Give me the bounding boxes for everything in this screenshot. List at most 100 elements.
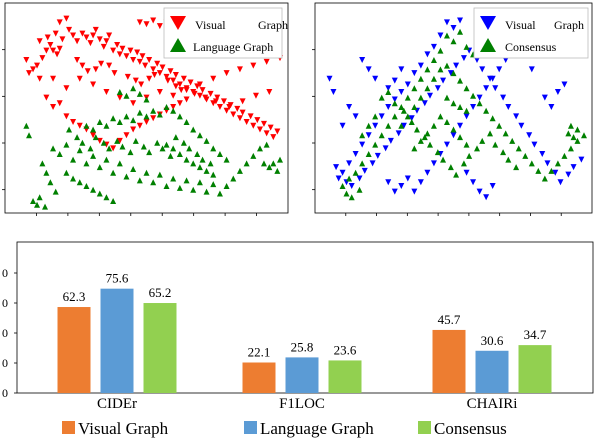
scatter-point-language-graph — [136, 90, 143, 97]
scatter-point-visual-graph — [90, 132, 97, 139]
scatter-point-visual-graph — [216, 104, 223, 110]
scatter-point-visual-graph — [339, 169, 346, 176]
scatter-point-language-graph — [83, 160, 90, 167]
scatter-point-visual-graph — [79, 62, 86, 69]
scatter-point-language-graph — [203, 188, 210, 195]
legend-label-consensus: Consensus — [505, 40, 557, 54]
scatter-point-consensus — [561, 152, 568, 159]
scatter-point-language-graph — [260, 160, 267, 167]
scatter-point-language-graph — [76, 147, 83, 154]
bar-language-graph-cider — [100, 288, 134, 393]
scatter-point-language-graph — [130, 117, 137, 124]
legend-right: Visual Graph Consensus — [473, 7, 589, 59]
scatter-point-consensus — [489, 115, 496, 122]
scatter-point-language-graph — [96, 119, 103, 126]
scatter-point-visual-graph — [434, 85, 441, 92]
scatter-point-visual-graph — [123, 53, 130, 60]
scatter-point-language-graph — [42, 203, 49, 210]
scatter-point-consensus — [548, 167, 555, 174]
scatter-point-visual-graph — [183, 87, 190, 94]
scatter-point-visual-graph — [114, 41, 121, 48]
scatter-point-visual-graph — [196, 81, 203, 88]
scatter-point-visual-graph — [348, 182, 355, 189]
scatter-point-visual-graph — [47, 41, 54, 48]
scatter-point-consensus — [479, 137, 486, 144]
scatter-point-visual-graph — [226, 104, 233, 110]
scatter-point-language-graph — [210, 181, 217, 188]
scatter-point-consensus — [411, 145, 418, 152]
scatter-point-consensus — [463, 43, 470, 50]
scatter-point-consensus — [463, 107, 470, 114]
scatter-point-visual-graph — [404, 81, 411, 88]
scatter-point-visual-graph — [333, 164, 340, 171]
scatter-point-consensus — [513, 164, 520, 171]
scatter-point-visual-graph — [400, 122, 407, 129]
scatter-point-consensus — [343, 190, 350, 197]
category-label-cider: CIDEr — [97, 396, 137, 412]
scatter-point-language-graph — [172, 134, 179, 141]
scatter-point-language-graph — [63, 169, 70, 176]
scatter-point-consensus — [463, 141, 470, 148]
scatter-point-consensus — [430, 57, 437, 63]
scatter-point-visual-graph — [172, 83, 179, 90]
scatter-point-visual-graph — [170, 77, 177, 84]
scatter-point-language-graph — [236, 167, 243, 174]
scatter-point-visual-graph — [23, 57, 30, 63]
scatter-point-visual-graph — [250, 62, 257, 69]
scatter-point-language-graph — [119, 143, 126, 150]
scatter-point-visual-graph — [411, 70, 418, 77]
points-left — [23, 15, 283, 210]
scatter-point-consensus — [492, 141, 499, 148]
scatter-point-visual-graph — [210, 75, 217, 82]
scatter-point-consensus — [391, 113, 398, 120]
bar-legend: Visual Graph Language Graph Consensus — [62, 419, 507, 438]
scatter-point-visual-graph — [548, 104, 555, 110]
scatter-point-language-graph — [183, 156, 190, 163]
scatter-point-visual-graph — [404, 175, 411, 182]
scatter-point-language-graph — [176, 184, 183, 191]
scatter-point-visual-graph — [457, 122, 464, 129]
scatter-point-language-graph — [143, 169, 150, 176]
scatter-point-language-graph — [79, 139, 86, 146]
scatter-point-consensus — [567, 122, 574, 129]
scatter-point-visual-graph — [43, 94, 50, 101]
scatter-point-visual-graph — [116, 137, 123, 144]
scatter-point-visual-graph — [267, 124, 274, 131]
scatter-point-language-graph — [90, 186, 97, 193]
legend-label-visual-right: Visual — [505, 18, 536, 32]
scatter-point-language-graph — [243, 160, 250, 167]
scatter-point-visual-graph — [124, 73, 131, 80]
scatter-point-visual-graph — [59, 36, 66, 43]
scatter-point-visual-graph — [369, 160, 376, 167]
scatter-point-consensus — [541, 175, 548, 182]
scatter-point-visual-graph — [437, 32, 444, 39]
scatter-point-language-graph — [176, 151, 183, 157]
scatter-point-language-graph — [180, 139, 187, 146]
scatter-point-language-graph — [230, 175, 237, 182]
scatter-point-consensus — [453, 171, 460, 178]
scatter-point-consensus — [385, 122, 392, 129]
scatter-point-visual-graph — [34, 62, 41, 69]
scatter-point-language-graph — [92, 134, 99, 141]
scatter-point-visual-graph — [387, 137, 394, 144]
scatter-point-visual-graph — [151, 72, 158, 79]
scatter-point-language-graph — [43, 169, 50, 176]
scatter-point-visual-graph — [398, 66, 405, 73]
scatter-point-language-graph — [56, 151, 63, 157]
scatter-panel-right: Visual Graph Consensus — [312, 2, 593, 216]
scatter-point-consensus — [417, 75, 424, 82]
scatter-point-visual-graph — [76, 122, 83, 129]
y-tick-label: 0 — [2, 386, 8, 400]
scatter-point-visual-graph — [220, 98, 227, 105]
category-label-chairi: CHAIRi — [467, 396, 518, 412]
scatter-point-consensus — [581, 132, 587, 139]
bar-language-graph-f1loc — [285, 357, 319, 393]
scatter-point-visual-graph — [578, 156, 585, 163]
bar-value-label: 22.1 — [248, 345, 271, 360]
scatter-point-consensus — [424, 130, 431, 137]
scatter-point-language-graph — [110, 198, 117, 204]
scatter-point-consensus — [483, 107, 490, 114]
scatter-point-visual-graph — [130, 57, 137, 63]
axis-ticks-right — [312, 49, 562, 216]
